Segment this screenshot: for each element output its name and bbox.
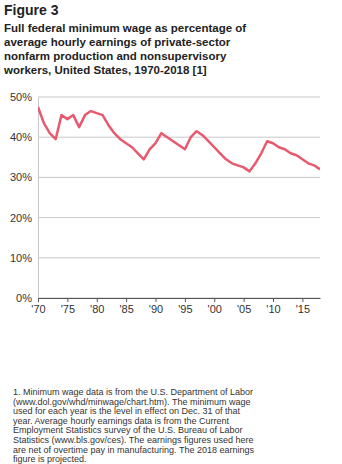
y-tick: 50% [10,91,38,103]
grid-line [38,97,320,98]
y-tick: 10% [10,252,38,264]
y-tick-label: 10% [10,252,32,264]
subtitle: average hourly earnings of private-secto… [4,36,231,48]
grid-line [38,298,320,299]
x-tick-mark [67,298,68,302]
y-axis: 0% 10% 20% 30% 40% 50% [10,91,39,304]
y-tick-label: 50% [10,91,32,103]
grid-line [38,137,320,138]
footnote: Statistics (www.bls.gov/ces). The earnin… [13,435,253,445]
x-tick-mark [244,298,245,302]
x-tick-label: '75 [61,303,75,315]
y-tick-label: 20% [10,212,32,224]
x-tick: '90 [149,298,163,315]
y-tick-label: 40% [10,131,32,143]
x-tick-label: '05 [237,303,251,315]
subtitle: nonfarm production and nonsupervisory [4,50,227,62]
grid-line [38,217,320,218]
x-tick-label: '15 [296,303,310,315]
x-tick-label: '95 [178,303,192,315]
y-tick: 40% [10,131,38,143]
x-tick-label: '70 [31,303,45,315]
chart: Figure 3 Full federal minimum wage as per… [0,0,342,464]
grid-line [38,177,320,178]
x-tick: '70 [31,298,45,315]
grid [38,97,320,298]
x-tick-mark [126,298,127,302]
x-tick: '05 [237,298,251,315]
subtitle: Full federal minimum wage as percentage … [4,22,246,34]
data-line [38,107,320,171]
footnote: figure is projected. [13,454,87,464]
x-tick-mark [97,298,98,302]
y-tick-label: 0% [16,292,32,304]
footnote: 1. Minimum wage data is from the U.S. De… [13,387,253,397]
grid-line [38,257,320,258]
x-tick-label: '80 [90,303,104,315]
x-tick-label: '00 [208,303,222,315]
x-tick-mark [302,298,303,302]
plot-area [38,107,320,171]
x-tick-mark [214,298,215,302]
y-axis-line [38,98,39,299]
footnote: (www.dol.gov/whd/minwage/chart.htm). The… [13,397,250,407]
footnote: Employment Statistics survey of the U.S.… [13,425,243,435]
x-tick-label: '10 [266,303,280,315]
x-tick-label: '90 [149,303,163,315]
title: Figure 3 [4,2,59,18]
x-tick: '75 [61,298,75,315]
y-tick: 20% [10,212,38,224]
x-tick: '15 [296,298,310,315]
x-tick-mark [38,298,39,302]
x-tick-mark [185,298,186,302]
x-tick: '80 [90,298,104,315]
x-tick: '95 [178,298,192,315]
y-tick: 30% [10,171,38,183]
x-axis: '70 '75 '80 '85 '90 '95 '00 '05 '10 '15 [31,298,320,315]
footnote: used for each year is the level in effec… [13,406,240,416]
x-tick-mark [273,298,274,302]
footnote: are net of overtime pay in manufacturing… [13,445,254,455]
x-tick: '00 [208,298,222,315]
y-tick-label: 30% [10,171,32,183]
x-tick: '85 [119,298,133,315]
x-tick-mark [156,298,157,302]
x-tick-label: '85 [119,303,133,315]
footnote: year. Average hourly earnings data is fr… [13,416,229,426]
subtitle: workers, United States, 1970-2018 [1] [3,64,207,76]
x-tick: '10 [266,298,280,315]
x-axis-line [39,298,321,299]
